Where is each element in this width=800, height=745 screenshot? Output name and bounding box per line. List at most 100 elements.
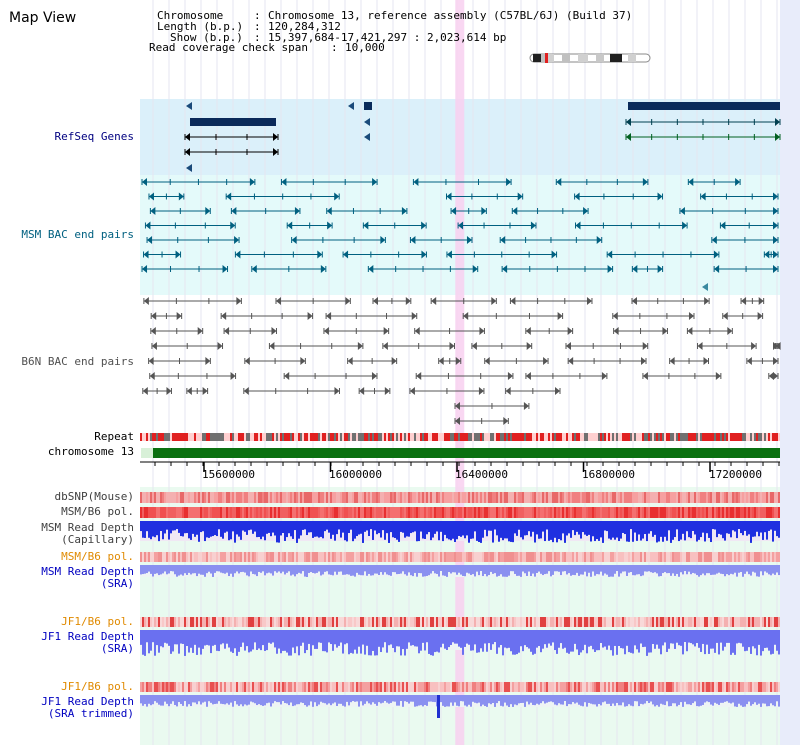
msm-b6-pol-cell — [730, 507, 732, 518]
msm-b6-pol-cell — [228, 507, 230, 518]
jf1-depth-sra-bar — [776, 630, 778, 651]
jf1-b6-pol-cell — [658, 617, 660, 627]
jf1-depth-sra-bar — [150, 630, 152, 651]
jf1-b6-pol-label[interactable]: JF1/B6 pol. — [61, 615, 134, 628]
msm-b6-pol2-cell — [696, 552, 698, 562]
chromosome-ideogram[interactable] — [528, 53, 652, 63]
msm-bac-pair-end — [700, 192, 706, 201]
msm-depth-cap-bar — [594, 521, 596, 542]
jf1-depth-sra-bar — [704, 630, 706, 655]
msm-bac-label[interactable]: MSM BAC end pairs — [21, 228, 134, 241]
jf1-b6-pol2-cell — [282, 682, 284, 692]
repeat-bar — [570, 433, 572, 441]
msm-b6-pol2-cell — [480, 552, 482, 562]
repeat-bar — [556, 433, 558, 441]
repeat-bar — [364, 433, 366, 441]
jf1-b6-pol2-label[interactable]: JF1/B6 pol. — [61, 680, 134, 693]
msm-b6-pol2-cell — [420, 552, 422, 562]
msm-b6-pol2-cell — [232, 552, 234, 562]
msm-b6-pol2-cell — [702, 552, 704, 562]
refseq-label[interactable]: RefSeq Genes — [54, 130, 134, 143]
msm-depth-cap-bar — [774, 521, 776, 531]
msm-b6-pol-cell — [206, 507, 208, 518]
msm-bac-pair-end — [291, 236, 297, 244]
msm-b6-pol-cell — [562, 507, 564, 518]
msm-b6-pol-label[interactable]: MSM/B6 pol. — [61, 505, 134, 518]
msm-depth-sra-bar — [606, 565, 608, 575]
msm-depth-cap-bar — [392, 521, 394, 538]
repeat-bar — [178, 433, 180, 441]
repeat-bar — [500, 433, 502, 441]
msm-depth-cap-bar — [416, 521, 418, 542]
msm-b6-pol-cell — [346, 507, 348, 518]
jf1-depth-trim-bar — [332, 695, 334, 704]
msm-depth-sra-bar — [276, 565, 278, 573]
jf1-depth-sra-bar — [278, 630, 280, 649]
msm-b6-pol2-cell — [344, 552, 346, 562]
msm-depth-cap-bar — [630, 521, 632, 530]
msm-depth-cap-bar — [746, 521, 748, 536]
axis-tick-label: 16000000 — [329, 468, 382, 481]
jf1-b6-pol2-cell — [208, 682, 210, 692]
msm-b6-pol-cell — [498, 507, 500, 518]
dbsnp-cell — [434, 492, 436, 503]
msm-b6-pol2-cell — [716, 552, 718, 562]
jf1-depth-sra-bar — [404, 630, 406, 656]
jf1-depth-sra-bar — [390, 630, 392, 645]
dbsnp-cell — [344, 492, 346, 503]
msm-b6-pol2-cell — [330, 552, 332, 562]
jf1-depth-trim-bar — [534, 695, 536, 706]
msm-depth-sra-bar — [246, 565, 248, 576]
repeat-label[interactable]: Repeat — [94, 430, 134, 443]
msm-depth-cap-bar — [168, 521, 170, 540]
jf1-b6-pol-cell — [736, 617, 738, 627]
dbsnp-cell — [612, 492, 614, 503]
msm-b6-pol2-cell — [574, 552, 576, 562]
jf1-b6-pol-cell — [158, 617, 160, 627]
jf1-b6-pol-cell — [306, 617, 308, 627]
refseq-marker — [186, 102, 192, 110]
msm-b6-pol-cell — [504, 507, 506, 518]
jf1-depth-sra-bar — [608, 630, 610, 646]
msm-b6-pol-cell — [288, 507, 290, 518]
jf1-b6-pol-cell — [430, 617, 432, 627]
b6n-bac-pair-end — [613, 327, 619, 335]
msm-depth-sra-bar — [254, 565, 256, 575]
jf1-b6-pol2-cell — [394, 682, 396, 692]
msm-b6-pol2-cell — [334, 552, 336, 562]
msm-b6-pol2-label[interactable]: MSM/B6 pol. — [61, 550, 134, 563]
dbsnp-label[interactable]: dbSNP(Mouse) — [54, 490, 134, 503]
msm-depth-sra-bar — [686, 565, 688, 575]
jf1-depth-trim-bar — [596, 695, 598, 707]
msm-depth-cap-bar — [192, 521, 194, 534]
dbsnp-cell — [228, 492, 230, 503]
jf1-b6-pol-cell — [340, 617, 342, 627]
jf1-b6-pol-cell — [556, 617, 558, 627]
chromosome-label[interactable]: chromosome 13 — [47, 445, 134, 458]
msm-b6-pol-cell — [256, 507, 258, 518]
jf1-b6-pol-cell — [184, 617, 186, 627]
jf1-b6-pol2-cell — [180, 682, 182, 692]
b6n-bac-label[interactable]: B6N BAC end pairs — [21, 355, 134, 368]
msm-depth-sra-bar — [630, 565, 632, 573]
jf1-b6-pol2-cell — [548, 682, 550, 692]
msm-depth-sra-bar — [418, 565, 420, 574]
msm-depth-cap-bar — [460, 521, 462, 537]
msm-depth-sra-bar — [550, 565, 552, 577]
msm-read-depth-sra-label[interactable]: MSM Read Depth (SRA) — [41, 566, 134, 590]
msm-depth-cap-bar — [488, 521, 490, 531]
msm-depth-sra-bar — [324, 565, 326, 572]
dbsnp-cell — [330, 492, 332, 503]
jf1-read-depth-sra-label[interactable]: JF1 Read Depth (SRA) — [41, 631, 134, 655]
repeat-bar — [316, 433, 318, 441]
msm-read-depth-cap-label[interactable]: MSM Read Depth (Capillary) — [41, 522, 134, 546]
msm-depth-cap-bar — [362, 521, 364, 543]
jf1-depth-sra-bar — [142, 630, 144, 655]
jf1-b6-pol2-cell — [146, 682, 148, 692]
msm-depth-sra-bar — [768, 565, 770, 575]
b6n-bac-pair-end — [471, 342, 477, 350]
jf1-read-depth-trim-label[interactable]: JF1 Read Depth (SRA trimmed) — [41, 696, 134, 720]
jf1-b6-pol2-cell — [408, 682, 410, 692]
msm-depth-cap-bar — [422, 521, 424, 539]
